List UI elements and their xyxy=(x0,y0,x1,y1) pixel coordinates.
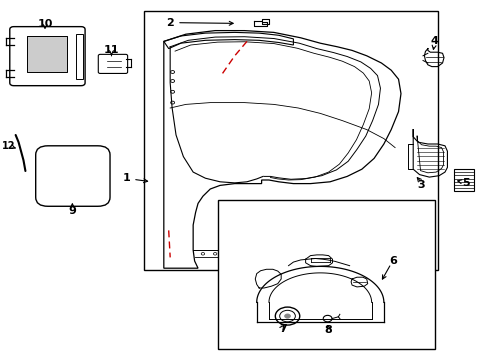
Text: 5: 5 xyxy=(461,178,468,188)
Text: 6: 6 xyxy=(389,256,397,266)
Bar xyxy=(217,200,434,349)
Text: 11: 11 xyxy=(103,45,119,55)
Circle shape xyxy=(284,314,290,318)
Text: 12: 12 xyxy=(2,141,16,151)
Text: 9: 9 xyxy=(68,206,76,216)
Text: 3: 3 xyxy=(417,180,425,190)
Text: 7: 7 xyxy=(278,324,286,334)
Text: 2: 2 xyxy=(166,18,174,28)
Text: 10: 10 xyxy=(37,19,53,30)
Text: 8: 8 xyxy=(324,325,332,336)
Bar xyxy=(453,169,473,191)
Text: 1: 1 xyxy=(122,173,130,183)
Bar xyxy=(76,34,83,79)
Text: 4: 4 xyxy=(429,36,437,46)
Bar xyxy=(27,36,67,72)
Bar xyxy=(144,11,437,270)
